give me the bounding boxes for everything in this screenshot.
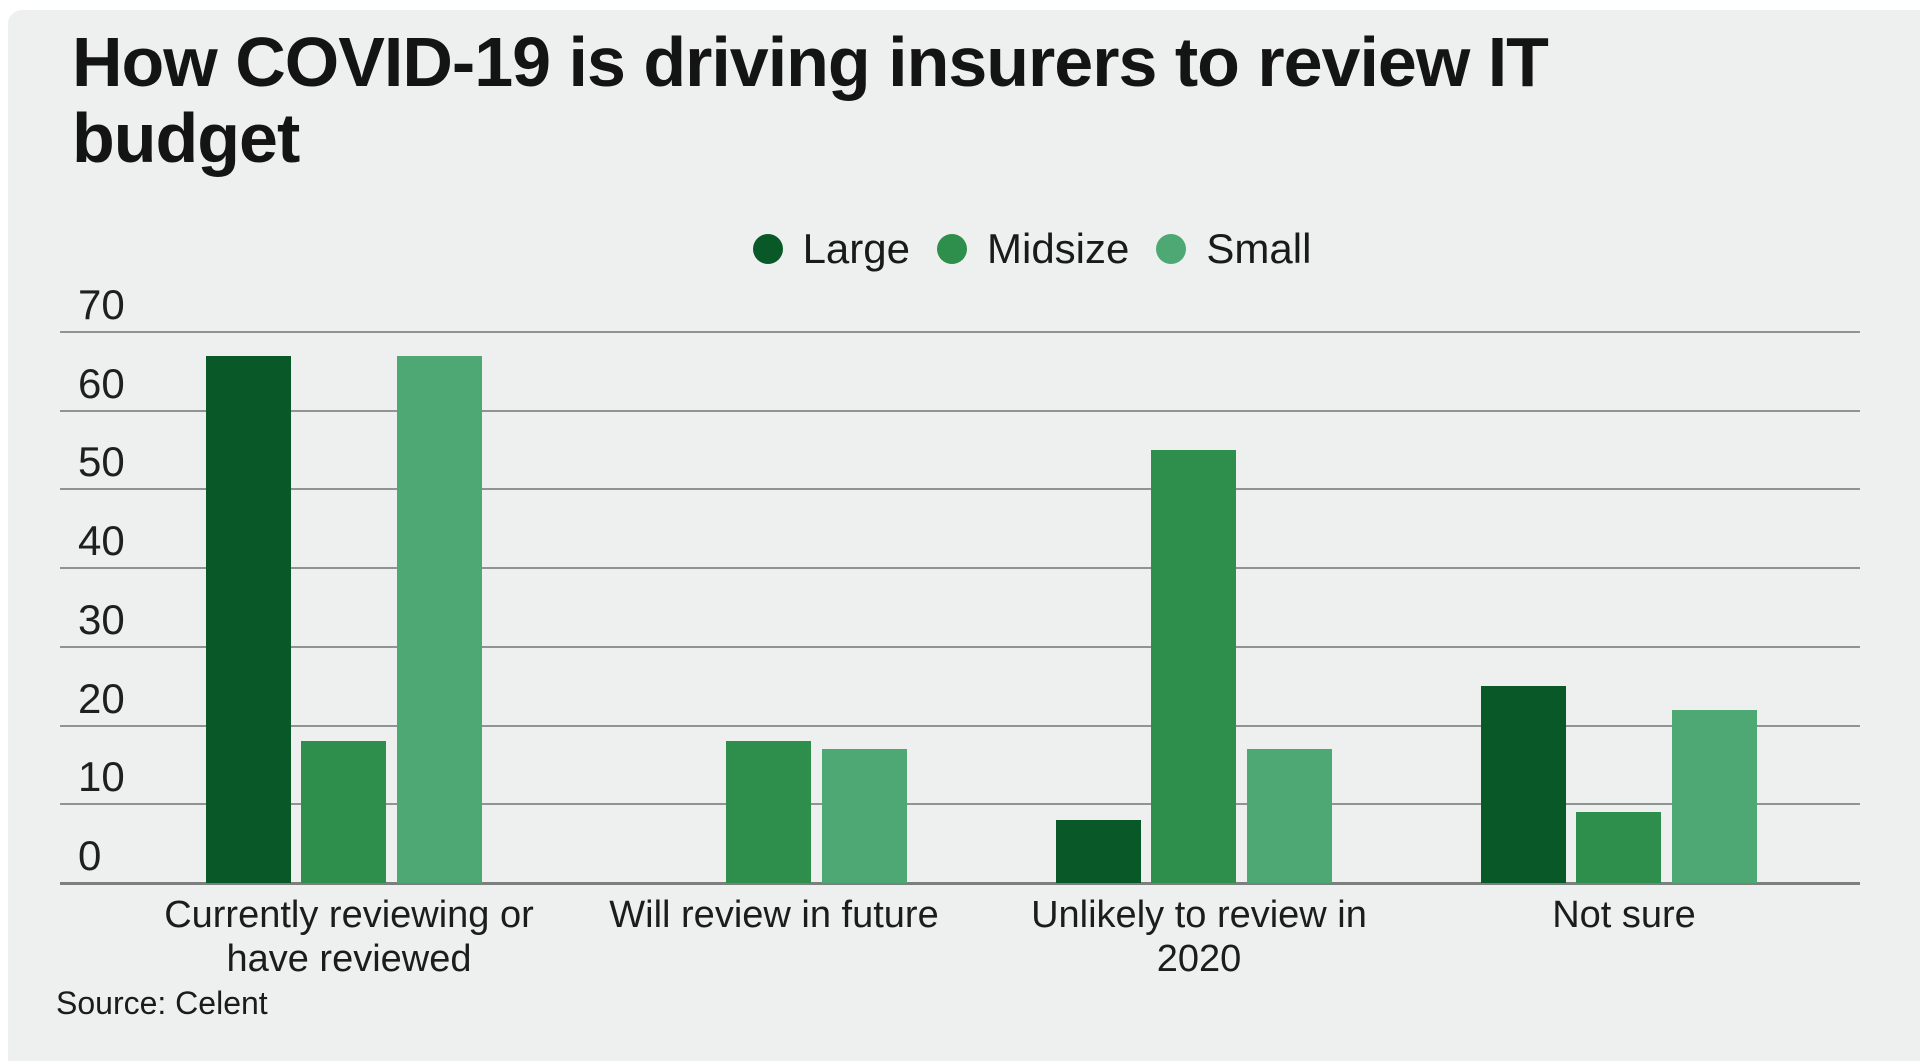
chart-panel — [8, 10, 1920, 1061]
gridline-30 — [60, 645, 1860, 648]
y-axis-label-50: 50 — [78, 438, 125, 486]
legend-label-large: Large — [802, 225, 910, 272]
x-axis-label-line: Not sure — [1552, 894, 1696, 936]
legend-dot-small — [1156, 234, 1187, 264]
bar-small-category-3 — [1671, 709, 1757, 883]
bar-midsize-category-3 — [1576, 812, 1662, 883]
x-axis-label-line: have reviewed — [226, 938, 472, 980]
legend-item-large: Large — [752, 225, 910, 273]
chart-title-line-1: How COVID-19 is driving insurers to revi… — [72, 23, 1549, 101]
chart-title-line-2: budget — [72, 99, 300, 177]
y-axis-label-70: 70 — [78, 281, 125, 328]
gridline-70 — [60, 331, 1860, 333]
chart-title: How COVID-19 is driving insurers to revi… — [72, 23, 1549, 177]
y-axis-label-0: 0 — [78, 832, 102, 879]
gridline-40 — [60, 567, 1860, 570]
legend-item-small: Small — [1156, 225, 1311, 273]
bar-large-category-2 — [1055, 820, 1141, 883]
x-axis-label-2: Unlikely to review in 2020 — [984, 893, 1414, 981]
x-axis-label-3: Not sure — [1409, 893, 1839, 937]
gridline-10 — [60, 803, 1860, 806]
bar-midsize-category-1 — [726, 741, 812, 883]
x-axis-label-line: Currently reviewing or — [164, 894, 534, 936]
x-axis-label-1: Will review in future — [559, 893, 989, 937]
bar-large-category-0 — [205, 355, 291, 883]
legend-dot-large — [752, 234, 783, 264]
y-axis-label-30: 30 — [78, 595, 125, 643]
gridline-50 — [60, 488, 1860, 491]
bar-small-category-1 — [821, 749, 907, 883]
y-axis-label-20: 20 — [78, 674, 125, 722]
legend-label-small: Small — [1206, 225, 1312, 272]
legend-dot-midsize — [937, 234, 967, 264]
gridline-0 — [60, 882, 1860, 885]
chart-legend-inner: Large Midsize Small — [752, 225, 1311, 273]
x-axis-label-line: Unlikely to review in — [1031, 894, 1367, 936]
bar-small-category-0 — [396, 355, 482, 883]
y-axis-label-40: 40 — [78, 517, 125, 565]
source-note: Source: Celent — [56, 985, 268, 1021]
gridline-20 — [60, 724, 1860, 727]
bar-midsize-category-0 — [301, 741, 387, 883]
x-axis-label-0: Currently reviewing or have reviewed — [134, 893, 564, 981]
bar-midsize-category-2 — [1151, 450, 1237, 883]
x-axis-label-line: Will review in future — [609, 894, 939, 936]
chart-legend: Large Midsize Small — [0, 221, 1920, 277]
gridline-60 — [60, 409, 1860, 412]
legend-label-midsize: Midsize — [987, 225, 1130, 272]
bar-small-category-2 — [1246, 749, 1332, 883]
bar-large-category-3 — [1480, 686, 1566, 883]
x-axis-label-line: 2020 — [1156, 938, 1242, 980]
y-axis-label-60: 60 — [78, 359, 125, 407]
y-axis-label-10: 10 — [78, 753, 125, 801]
legend-item-midsize: Midsize — [937, 225, 1129, 273]
